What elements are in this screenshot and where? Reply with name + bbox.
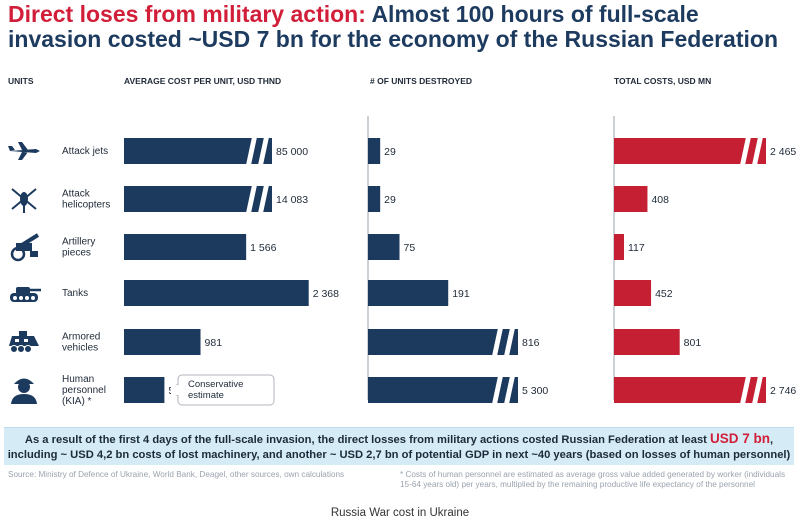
value-label-total: 452	[655, 288, 673, 300]
bar-destroyed	[368, 186, 381, 212]
bar-break	[752, 137, 763, 165]
category-label: Attack helicopters	[62, 189, 110, 211]
artillery-icon	[10, 233, 40, 262]
page-title: Direct loses from military action: Almos…	[8, 2, 798, 52]
callout: Conservative estimate	[169, 374, 275, 406]
value-label-total: 2 465	[770, 146, 796, 158]
gun-body	[16, 243, 32, 251]
source-note: Source: Ministry of Defence of Ukraine, …	[8, 470, 345, 479]
apc-wheel	[10, 345, 18, 353]
callout-text: Conservative estimate	[188, 379, 243, 401]
bar-total	[614, 234, 624, 260]
bar-destroyed	[368, 138, 381, 164]
category-label: Artillery pieces	[62, 237, 95, 259]
bar-break	[246, 185, 257, 213]
apc-window	[15, 339, 19, 342]
bar-total	[614, 280, 652, 306]
category-label: Tanks	[62, 288, 88, 299]
apc-turret	[19, 331, 27, 336]
bar-avg-cost	[124, 280, 309, 306]
title-main: Almost 100 hours of full-scale invasion …	[8, 1, 778, 52]
bar-break	[752, 376, 763, 404]
tank-track	[10, 293, 38, 302]
value-label-destroyed: 29	[384, 194, 396, 206]
banner-highlight: USD 7 bn	[710, 431, 771, 446]
value-label-destroyed: 5 300	[522, 385, 548, 397]
value-label-avg-cost: 2 368	[313, 288, 339, 300]
bar-break	[258, 185, 269, 213]
tank-turret	[16, 287, 30, 294]
header-avg-cost: AVERAGE COST PER UNIT, USD THND	[124, 76, 282, 86]
bar-break	[504, 328, 515, 356]
title-highlight: Direct loses from military action:	[8, 1, 366, 27]
callout-mask	[171, 385, 180, 395]
jet-shape	[8, 142, 40, 160]
chart-area: Attack jets 85 000 29 2 465 Attack helicopter…	[8, 116, 796, 407]
bar-avg-cost	[124, 329, 201, 355]
jet-icon	[8, 142, 40, 160]
category-label: Human personnel (KIA) *	[62, 374, 106, 407]
footnote: * Costs of human personnel are estimated…	[400, 470, 786, 489]
heli-body	[20, 192, 28, 206]
header-units: UNITS	[8, 76, 34, 86]
value-label-avg-cost: 85 000	[276, 146, 308, 158]
value-label-avg-cost: 981	[205, 337, 223, 349]
value-label-destroyed: 29	[384, 146, 396, 158]
bar-total	[614, 138, 766, 164]
value-label-total: 117	[628, 242, 645, 254]
value-label-total: 2 746	[770, 385, 796, 397]
banner-text-2: , including ~ USD 4,2 bn costs of lost m…	[7, 434, 791, 461]
image-caption: Russia War cost in Ukraine	[330, 507, 470, 519]
bar-destroyed	[368, 280, 449, 306]
bar-destroyed	[368, 377, 518, 403]
bar-break	[258, 137, 269, 165]
helicopter-icon	[11, 188, 37, 213]
apc-window	[24, 339, 28, 342]
bar-break	[740, 376, 751, 404]
value-label-total: 408	[651, 194, 669, 206]
value-label-destroyed: 816	[522, 337, 540, 349]
soldier-icon	[11, 378, 37, 404]
category-label: Attack jets	[62, 146, 108, 157]
bar-total	[614, 329, 680, 355]
bar-avg-cost	[124, 377, 165, 403]
tank-icon	[10, 287, 41, 302]
value-label-destroyed: 75	[404, 242, 416, 254]
gun-wheel	[10, 246, 26, 262]
bar-destroyed	[368, 329, 518, 355]
bar-break	[504, 376, 515, 404]
bar-break	[492, 376, 503, 404]
header-destroyed: # OF UNITS DESTROYED	[370, 76, 473, 86]
gun-base	[30, 251, 38, 257]
value-label-avg-cost: 1 566	[250, 242, 276, 254]
bar-avg-cost	[124, 234, 247, 260]
value-label-destroyed: 191	[452, 288, 470, 300]
bar-destroyed	[368, 234, 400, 260]
bar-total	[614, 377, 766, 403]
value-label-total: 801	[684, 337, 702, 349]
value-label-avg-cost: 14 083	[276, 194, 308, 206]
category-label: Armored vehicles	[62, 332, 100, 354]
bar-break	[492, 328, 503, 356]
header-total: TOTAL COSTS, USD MN	[614, 76, 712, 86]
bar-total	[614, 186, 648, 212]
banner-text-1: As a result of the first 4 days of the f…	[24, 434, 707, 446]
tank-wheel	[31, 296, 35, 300]
tank-wheel	[19, 296, 23, 300]
apc-wheel	[17, 345, 25, 353]
gun-barrel	[20, 233, 40, 247]
shoulders	[11, 394, 37, 404]
apc-wheel	[24, 345, 32, 353]
bar-break	[246, 137, 257, 165]
tank-wheel	[13, 296, 17, 300]
head	[18, 381, 30, 393]
bar-break	[740, 137, 751, 165]
summary-banner: As a result of the first 4 days of the f…	[4, 427, 794, 465]
tank-wheel	[25, 296, 29, 300]
armored-vehicle-icon	[9, 331, 39, 353]
